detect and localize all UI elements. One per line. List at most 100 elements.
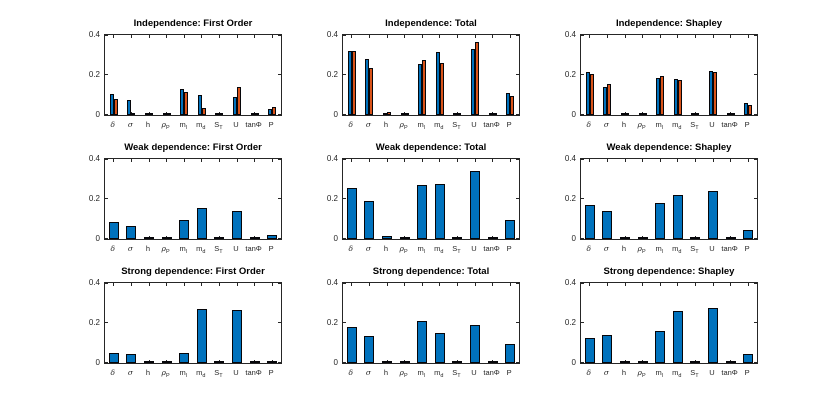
y-axis-tick bbox=[581, 198, 584, 199]
y-axis-tick bbox=[278, 35, 281, 36]
bar-series1-cat1 bbox=[602, 335, 613, 363]
x-axis-tick bbox=[642, 159, 644, 162]
bar-series1-cat0 bbox=[108, 222, 119, 239]
bar-series1-cat4 bbox=[655, 203, 666, 239]
bar-series1-cat5 bbox=[196, 309, 207, 363]
bar-series1-cat2 bbox=[145, 113, 149, 115]
plot-area bbox=[342, 158, 520, 240]
y-axis-tick bbox=[105, 283, 108, 284]
y-axis-tick bbox=[754, 238, 757, 239]
plot-area bbox=[342, 282, 520, 364]
x-tick-label: md bbox=[196, 120, 206, 131]
y-axis-tick bbox=[754, 322, 757, 323]
bar-series2-cat9 bbox=[272, 107, 277, 115]
x-tick-label: δ bbox=[348, 368, 354, 377]
x-tick-label: σ bbox=[127, 120, 133, 129]
x-axis-tick bbox=[642, 35, 644, 38]
x-axis-tick bbox=[368, 35, 370, 38]
x-tick-label: P bbox=[744, 244, 750, 253]
y-tick-label: 0.2 bbox=[564, 70, 576, 79]
bar-series2-cat5 bbox=[201, 108, 206, 115]
x-axis-tick bbox=[456, 283, 458, 286]
x-axis-tick bbox=[624, 283, 626, 286]
bar-series2-cat2 bbox=[149, 113, 153, 115]
bar-series1-cat1 bbox=[364, 201, 375, 239]
x-tick-label: h bbox=[383, 120, 389, 129]
x-tick-label: U bbox=[709, 244, 715, 253]
x-tick-label: δ bbox=[586, 244, 592, 253]
x-tick-label: ρP bbox=[161, 120, 170, 131]
x-axis-tick bbox=[201, 159, 203, 162]
x-axis-tick bbox=[694, 35, 696, 38]
plot-area bbox=[104, 158, 282, 240]
bar-series1-cat2 bbox=[144, 237, 154, 239]
bar-series1-cat8 bbox=[249, 237, 260, 239]
x-tick-label: h bbox=[621, 244, 627, 253]
x-axis-tick bbox=[421, 283, 423, 286]
x-axis-tick bbox=[271, 283, 273, 286]
bar-series1-cat1 bbox=[364, 336, 375, 363]
bar-series1-cat9 bbox=[268, 109, 273, 115]
x-tick-label: P bbox=[268, 368, 274, 377]
y-axis-tick bbox=[343, 238, 346, 239]
y-axis-tick bbox=[754, 198, 757, 199]
y-axis-tick bbox=[516, 283, 519, 284]
x-tick-label: tanΦ bbox=[721, 368, 738, 377]
y-axis-tick bbox=[278, 283, 281, 284]
y-axis-tick bbox=[278, 322, 281, 323]
bar-series1-cat2 bbox=[383, 113, 387, 115]
x-axis-tick bbox=[747, 283, 749, 286]
bar-series1-cat4 bbox=[656, 78, 661, 115]
bar-series1-cat2 bbox=[144, 361, 154, 363]
bar-series2-cat4 bbox=[660, 76, 665, 115]
x-axis-tick bbox=[183, 283, 185, 286]
x-tick-label: ST bbox=[690, 368, 699, 379]
x-tick-label: tanΦ bbox=[721, 244, 738, 253]
x-axis-tick bbox=[351, 283, 353, 286]
bar-series1-cat9 bbox=[743, 230, 754, 239]
x-tick-label: P bbox=[268, 244, 274, 253]
bar-series1-cat0 bbox=[584, 205, 595, 239]
y-axis-tick bbox=[581, 35, 584, 36]
x-axis-tick bbox=[404, 283, 406, 286]
x-axis-tick bbox=[368, 159, 370, 162]
x-axis-tick bbox=[730, 159, 732, 162]
x-tick-label: ρP bbox=[637, 244, 646, 255]
bar-series2-cat0 bbox=[113, 99, 118, 115]
y-axis-tick bbox=[581, 322, 584, 323]
x-axis-tick bbox=[254, 283, 256, 286]
y-axis-tick bbox=[754, 74, 757, 75]
y-axis-tick bbox=[581, 362, 584, 363]
bar-series1-cat1 bbox=[126, 226, 137, 239]
x-axis-tick bbox=[130, 159, 132, 162]
bar-series1-cat0 bbox=[109, 94, 114, 115]
x-tick-label: tanΦ bbox=[245, 368, 262, 377]
bar-series2-cat1 bbox=[369, 68, 374, 115]
bar-series1-cat6 bbox=[214, 361, 225, 363]
y-axis-tick bbox=[105, 35, 108, 36]
bar-series1-cat4 bbox=[417, 185, 428, 239]
bar-series1-cat8 bbox=[487, 237, 498, 239]
x-tick-label: ρP bbox=[637, 368, 646, 379]
x-tick-label: δ bbox=[348, 244, 354, 253]
x-tick-label: ST bbox=[452, 368, 461, 379]
bar-series1-cat8 bbox=[726, 113, 731, 115]
bar-series1-cat3 bbox=[637, 237, 648, 239]
x-axis-tick bbox=[404, 35, 406, 38]
y-axis-tick bbox=[343, 198, 346, 199]
bar-series1-cat3 bbox=[399, 361, 410, 363]
y-axis-tick bbox=[516, 159, 519, 160]
x-axis-tick bbox=[183, 35, 185, 38]
y-tick-label: 0.2 bbox=[564, 194, 576, 203]
bar-series2-cat3 bbox=[166, 113, 171, 115]
plot-area bbox=[580, 282, 758, 364]
bar-series1-cat5 bbox=[434, 333, 445, 363]
x-axis-tick bbox=[659, 35, 661, 38]
chart-title: Strong dependence: Total bbox=[372, 266, 490, 277]
bar-series2-cat2 bbox=[625, 113, 629, 115]
x-tick-label: σ bbox=[365, 120, 371, 129]
bar-series1-cat4 bbox=[418, 64, 423, 115]
bar-series1-cat8 bbox=[487, 361, 498, 363]
bar-series1-cat2 bbox=[620, 361, 630, 363]
